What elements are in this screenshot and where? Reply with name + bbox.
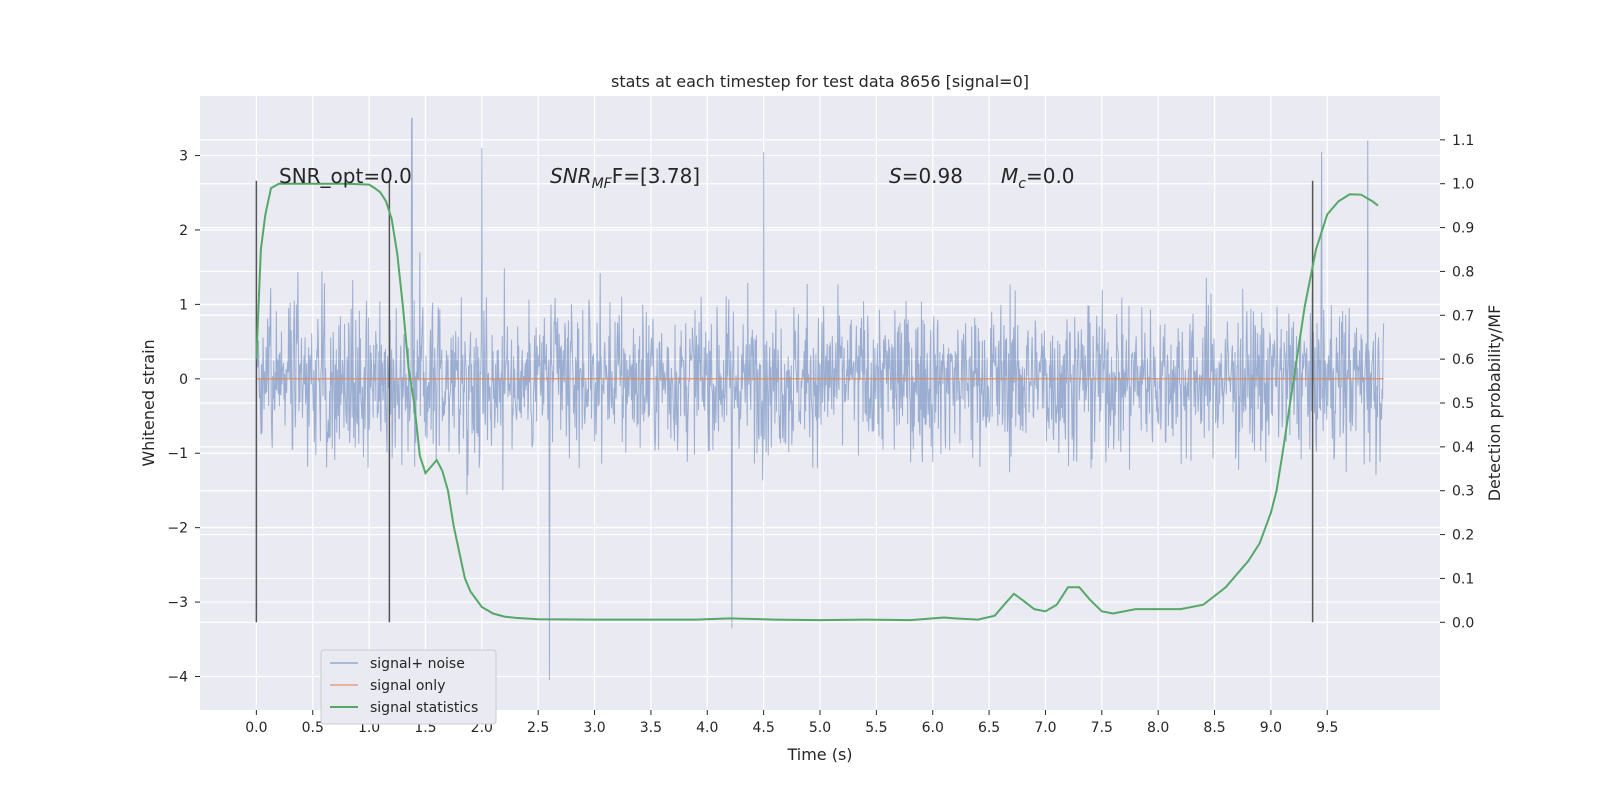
- x-tick-label: 5.5: [865, 720, 887, 736]
- y-axis-right-ticks: 1.1 1.0 0.9 0.8 0.7 0.6 0.5 0.4 0.3 0.2 0.1 0.0: [1440, 133, 1474, 631]
- chart-title: stats at each timestep for test data 865…: [611, 72, 1029, 91]
- y-right-tick-label: 1.1: [1452, 133, 1474, 149]
- x-tick-label: 8.0: [1147, 720, 1169, 736]
- y-axis-left-ticks: 3 2 1 0 −1 −2 −3 −4: [167, 149, 200, 686]
- y-right-tick-label: 0.6: [1452, 352, 1474, 368]
- y-axis-right-label: Detection probability/MF: [1485, 305, 1504, 502]
- y-left-tick-label: 1: [179, 297, 188, 313]
- legend-box: [320, 649, 497, 725]
- y-right-tick-label: 0.5: [1452, 396, 1474, 412]
- x-tick-label: 6.5: [978, 720, 1000, 736]
- x-tick-label: 9.5: [1316, 720, 1338, 736]
- legend-label-signal-noise: signal+ noise: [370, 656, 465, 672]
- y-left-tick-label: 0: [179, 372, 188, 388]
- x-tick-label: 2.5: [527, 720, 549, 736]
- annotation-s: S=0.98: [889, 164, 963, 188]
- y-right-tick-label: 0.9: [1452, 221, 1474, 237]
- legend-label-signal-only: signal only: [370, 678, 445, 694]
- y-left-tick-label: −3: [167, 595, 188, 611]
- x-tick-label: 7.5: [1091, 720, 1113, 736]
- y-left-tick-label: −1: [167, 446, 188, 462]
- x-tick-label: 3.5: [640, 720, 662, 736]
- y-axis-left-label: Whitened strain: [139, 339, 158, 466]
- x-tick-label: 6.0: [922, 720, 944, 736]
- y-right-tick-label: 0.4: [1452, 440, 1474, 456]
- vertical-lines: [255, 180, 1314, 623]
- y-right-tick-label: 0.0: [1452, 615, 1474, 631]
- series-signal-noise: [255, 117, 1385, 681]
- y-right-tick-label: 1.0: [1452, 177, 1474, 193]
- x-tick-label: 0.0: [245, 720, 267, 736]
- legend: signal+ noise signal only signal statist…: [320, 649, 497, 725]
- y-left-tick-label: 3: [179, 149, 188, 165]
- x-axis-label: Time (s): [786, 745, 852, 764]
- annotation-snr-mf: SNRMFF=[3.78]: [550, 164, 700, 192]
- x-tick-label: 7.0: [1034, 720, 1056, 736]
- x-tick-label: 8.5: [1203, 720, 1225, 736]
- y-right-tick-label: 0.3: [1452, 484, 1474, 500]
- x-tick-label: 5.0: [809, 720, 831, 736]
- annotation-mc: Mc=0.0: [1001, 164, 1075, 192]
- legend-label-signal-statistics: signal statistics: [370, 700, 478, 716]
- y-right-tick-label: 0.8: [1452, 264, 1474, 280]
- y-right-tick-label: 0.1: [1452, 571, 1474, 587]
- y-right-tick-label: 0.2: [1452, 528, 1474, 544]
- x-tick-label: 4.0: [696, 720, 718, 736]
- y-left-tick-label: −2: [167, 521, 188, 537]
- signal-statistics-line: [255, 182, 1379, 622]
- annotation-snr-opt: SNR_opt=0.0: [279, 164, 412, 188]
- x-tick-label: 3.0: [583, 720, 605, 736]
- x-tick-label: 0.5: [302, 720, 324, 736]
- y-left-tick-label: 2: [179, 223, 188, 239]
- y-right-tick-label: 0.7: [1452, 308, 1474, 324]
- y-left-tick-label: −4: [167, 670, 188, 686]
- x-tick-label: 4.5: [753, 720, 775, 736]
- signal-noise-line: [255, 117, 1385, 681]
- x-tick-label: 9.0: [1260, 720, 1282, 736]
- series-signal-statistics: [255, 182, 1379, 622]
